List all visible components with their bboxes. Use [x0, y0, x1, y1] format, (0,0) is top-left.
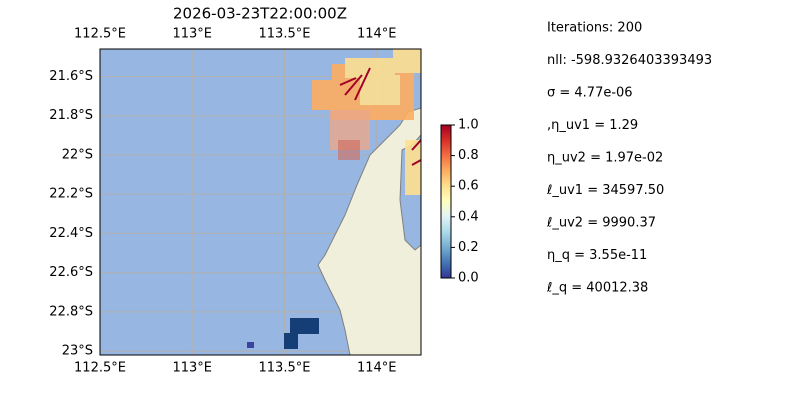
stat-line: ℓ_uv2 = 9990.37: [546, 216, 656, 231]
stat-line: nll: -598.9326403393493: [547, 53, 712, 68]
colorbar-tick-label: 0.2: [458, 240, 479, 255]
x-tick-label: 112.5°E: [74, 361, 126, 376]
stat-line: η_uv2 = 1.97e-02: [547, 151, 663, 166]
map: [100, 49, 421, 355]
stat-line: η_q = 3.55e-11: [547, 248, 647, 263]
y-tick-label: 21.8°S: [49, 108, 93, 123]
map-title: 2026-03-23T22:00:00Z: [173, 5, 347, 23]
colorbar-tick-label: 0.6: [458, 179, 479, 194]
x-tick-label: 113°E: [172, 361, 212, 376]
y-tick-label: 21.6°S: [49, 69, 93, 84]
stat-line: ℓ_q = 40012.38: [546, 281, 648, 296]
stat-line: Iterations: 200: [547, 21, 642, 36]
colorbar: [440, 124, 452, 279]
x-tick-label: 113°E: [172, 27, 212, 42]
x-tick-label: 113.5°E: [259, 27, 311, 42]
colorbar-tick-label: 1.0: [458, 118, 479, 133]
colorbar-tick-label: 0.4: [458, 209, 479, 224]
y-tick-label: 22.4°S: [49, 226, 93, 241]
map-frame: [99, 48, 422, 356]
y-tick-label: 22°S: [62, 147, 93, 162]
colorbar-tick-label: 0.0: [458, 271, 479, 286]
y-tick-label: 22.6°S: [49, 265, 93, 280]
y-tick-label: 22.8°S: [49, 304, 93, 319]
x-tick-label: 113.5°E: [259, 361, 311, 376]
x-tick-label: 114°E: [357, 361, 397, 376]
heatmap: [247, 49, 421, 349]
y-tick-label: 23°S: [62, 344, 93, 359]
stat-line: σ = 4.77e-06: [547, 86, 633, 101]
stat-line: ℓ_uv1 = 34597.50: [546, 183, 664, 198]
y-tick-label: 22.2°S: [49, 187, 93, 202]
colorbar-tick-label: 0.8: [458, 148, 479, 163]
x-tick-label: 114°E: [357, 27, 397, 42]
stat-line: ,η_uv1 = 1.29: [547, 118, 638, 133]
x-tick-label: 112.5°E: [74, 27, 126, 42]
wind-arrows: [339, 67, 421, 166]
land: [317, 107, 421, 355]
